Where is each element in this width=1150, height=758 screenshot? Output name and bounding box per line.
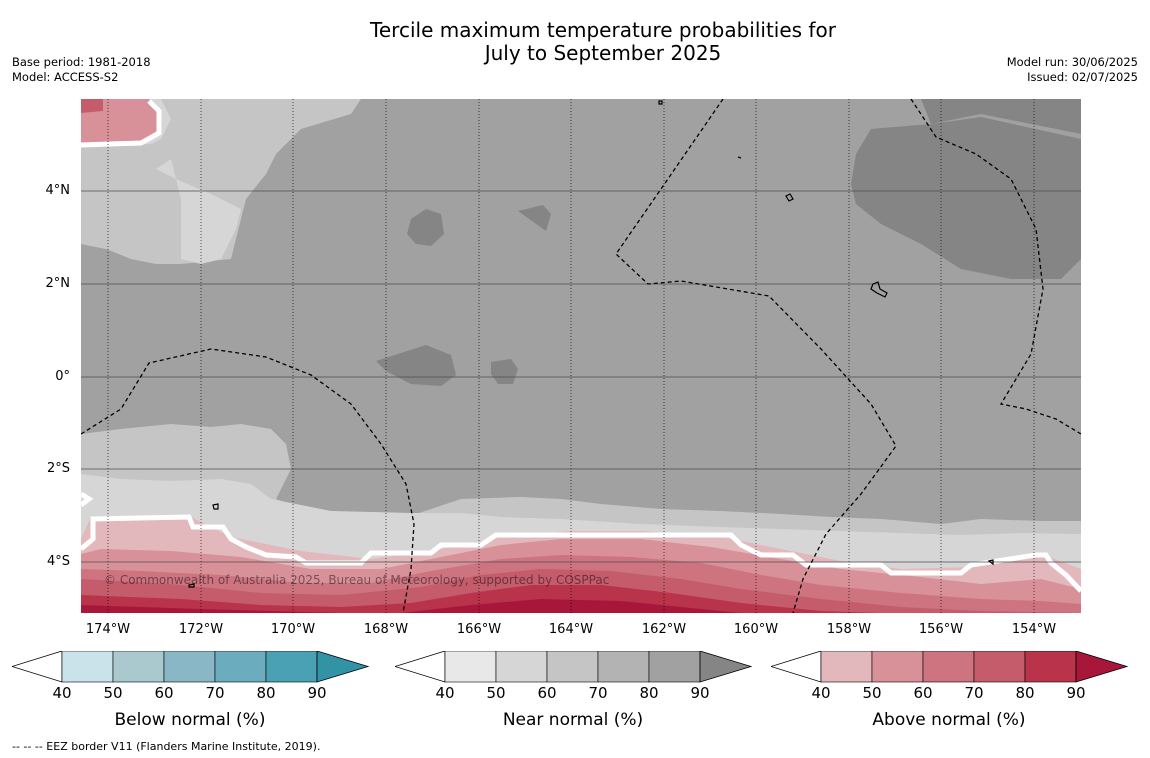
title-line-1: Tercile maximum temperature probabilitie… — [370, 18, 836, 42]
lon-label-160w: 160°W — [733, 622, 779, 637]
near-normal-swatch-60-70 — [546, 651, 599, 683]
above-normal-swatch-70-80 — [973, 651, 1026, 683]
probability-boundary-north — [81, 99, 162, 148]
above-normal-tick-90: 90 — [1066, 684, 1086, 702]
lat-label-4n: 4°N — [45, 183, 71, 198]
near-normal-tick-60: 60 — [537, 684, 557, 702]
above-normal-over-arrow — [1075, 651, 1129, 683]
model-run: Model run: 30/06/2025 — [1006, 55, 1138, 69]
above-normal-tick-80: 80 — [1015, 684, 1035, 702]
lon-label-164w: 164°W — [548, 622, 594, 637]
lon-label-174w: 174°W — [85, 622, 131, 637]
near-normal-80-90-blob-2 — [518, 205, 551, 231]
near-normal-swatch-80-90 — [648, 651, 701, 683]
near-normal-swatch-50-60 — [495, 651, 548, 683]
below-normal-tick-50: 50 — [103, 684, 123, 702]
above-normal-tick-40: 40 — [811, 684, 831, 702]
lon-label-158w: 158°W — [826, 622, 872, 637]
issued-date: Issued: 02/07/2025 — [1027, 70, 1138, 84]
below-normal-under-arrow — [12, 651, 63, 683]
near-normal-80-90-area-northeast — [851, 117, 1081, 279]
colorbar-near-normal — [395, 651, 753, 683]
near-normal-tick-80: 80 — [639, 684, 659, 702]
lon-label-156w: 156°W — [918, 622, 964, 637]
above-normal-swatch-80-90 — [1024, 651, 1077, 683]
lat-label-0: 0° — [55, 369, 70, 384]
lon-label-172w: 172°W — [178, 622, 224, 637]
above-normal-tick-50: 50 — [862, 684, 882, 702]
near-normal-label: Near normal (%) — [502, 710, 644, 730]
below-normal-tick-40: 40 — [52, 684, 72, 702]
above-normal-label: Above normal (%) — [872, 710, 1026, 730]
below-normal-swatch-50-60 — [112, 651, 165, 683]
above-normal-tick-70: 70 — [964, 684, 984, 702]
above-normal-swatch-50-60 — [871, 651, 924, 683]
below-normal-label: Below normal (%) — [114, 710, 266, 730]
eez-borders — [81, 99, 1081, 613]
near-normal-swatch-40-50 — [444, 651, 497, 683]
below-normal-tick-70: 70 — [205, 684, 225, 702]
lon-label-170w: 170°W — [270, 622, 316, 637]
below-normal-over-arrow — [316, 651, 370, 683]
probability-boundary-south — [81, 491, 1081, 593]
lon-label-162w: 162°W — [641, 622, 687, 637]
near-normal-over-arrow — [699, 651, 753, 683]
near-normal-tick-70: 70 — [588, 684, 608, 702]
below-normal-swatch-60-70 — [163, 651, 216, 683]
above-normal-swatch-40-50 — [820, 651, 873, 683]
colorbar-above-normal — [771, 651, 1129, 683]
probability-map — [81, 99, 1081, 613]
meta-left: Base period: 1981-2018 Model: ACCESS-S2 — [12, 55, 151, 85]
copyright-notice: © Commonwealth of Australia 2025, Bureau… — [104, 573, 610, 587]
eez-footnote: -- -- -- EEZ border V11 (Flanders Marine… — [12, 740, 321, 753]
near-normal-80-90-area-northeast-top — [921, 99, 1081, 134]
lat-label-4s: 4°S — [46, 554, 70, 569]
near-normal-under-arrow — [395, 651, 446, 683]
colorbar-below-normal — [12, 651, 370, 683]
map-title: Tercile maximum temperature probabilitie… — [0, 19, 1150, 65]
above-normal-90-area-south — [81, 599, 741, 613]
base-period: Base period: 1981-2018 — [12, 55, 151, 69]
near-normal-tick-40: 40 — [435, 684, 455, 702]
lon-label-154w: 154°W — [1011, 622, 1057, 637]
above-normal-under-arrow — [771, 651, 822, 683]
lon-label-168w: 168°W — [363, 622, 409, 637]
near-normal-80-90-blob-3 — [376, 345, 456, 386]
above-normal-80-90-area-south — [81, 585, 881, 613]
near-normal-80-90-blob-4 — [491, 359, 518, 384]
below-normal-tick-90: 90 — [307, 684, 327, 702]
below-normal-swatch-80-90 — [265, 651, 318, 683]
near-normal-swatch-70-80 — [597, 651, 650, 683]
near-normal-tick-50: 50 — [486, 684, 506, 702]
below-normal-swatch-70-80 — [214, 651, 267, 683]
above-normal-swatch-60-70 — [922, 651, 975, 683]
model-name: Model: ACCESS-S2 — [12, 70, 119, 84]
near-normal-80-90-blob-1 — [407, 209, 444, 246]
near-normal-tick-90: 90 — [690, 684, 710, 702]
lon-label-166w: 166°W — [456, 622, 502, 637]
below-normal-swatch-40-50 — [61, 651, 114, 683]
meta-right: Model run: 30/06/2025 Issued: 02/07/2025 — [1007, 55, 1138, 85]
graticule-parallels — [81, 190, 1081, 563]
island-outlines — [188, 100, 994, 588]
lat-label-2s: 2°S — [46, 461, 70, 476]
above-normal-tick-60: 60 — [913, 684, 933, 702]
lat-label-2n: 2°N — [45, 276, 71, 291]
title-line-2: July to September 2025 — [484, 41, 722, 65]
below-normal-tick-60: 60 — [154, 684, 174, 702]
below-normal-tick-80: 80 — [256, 684, 276, 702]
above-normal-70-area-northwest — [81, 99, 103, 113]
